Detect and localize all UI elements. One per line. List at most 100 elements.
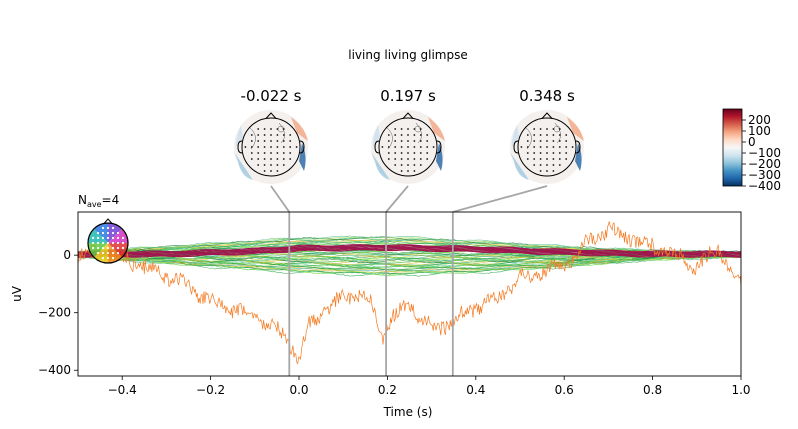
sensor-legend-dot bbox=[116, 241, 120, 245]
topomap-sensor bbox=[263, 146, 266, 148]
topomap-sensor bbox=[419, 158, 422, 160]
x-tick-label: 0.8 bbox=[643, 383, 662, 397]
band-trace bbox=[78, 244, 741, 253]
x-tick-label: −0.2 bbox=[196, 383, 225, 397]
sensor-legend-sector bbox=[108, 243, 128, 258]
sensor-legend-dot bbox=[96, 241, 100, 245]
sensor-legend-dot bbox=[101, 251, 105, 255]
topomap-sensor bbox=[565, 146, 568, 148]
sensor-legend-nose bbox=[103, 218, 113, 224]
sensor-legend-dot bbox=[101, 236, 105, 240]
highlight-channel-trace bbox=[78, 221, 741, 365]
channel-trace bbox=[78, 253, 741, 267]
sensor-legend-outline bbox=[87, 222, 129, 264]
colorbar-tick-label: −200 bbox=[748, 157, 781, 171]
x-tick-label: 0.2 bbox=[378, 383, 397, 397]
time-markers bbox=[288, 212, 454, 376]
topomap-sensor bbox=[250, 158, 253, 160]
topomap-sensor bbox=[276, 140, 279, 142]
sensor-legend-dot bbox=[111, 251, 115, 255]
topomap-sensor bbox=[387, 140, 390, 142]
topomap-sensor bbox=[526, 158, 529, 160]
topomap-sensor bbox=[394, 158, 397, 160]
topomap-sensor bbox=[263, 158, 266, 160]
topomap-sensor bbox=[289, 140, 292, 142]
topomap-sensor bbox=[282, 158, 285, 160]
sensor-legend-dot bbox=[111, 236, 115, 240]
topomap-sensor bbox=[407, 134, 409, 136]
topomap-sensor bbox=[407, 152, 409, 154]
topomap-sensor bbox=[419, 134, 422, 136]
topomap-sensor bbox=[282, 134, 285, 136]
topomap-sensor bbox=[263, 134, 266, 136]
topomap-sensor bbox=[526, 140, 529, 142]
sensor-legend-sector bbox=[93, 223, 108, 243]
x-axis: −0.4 −0.2 0.0 0.2 0.4 0.6 0.8 1.0 bbox=[108, 376, 751, 397]
sensor-legend-dot bbox=[96, 251, 100, 255]
sensor-legend-dot bbox=[101, 241, 105, 245]
topomap-sensor bbox=[558, 140, 561, 142]
sensor-legend-sector bbox=[108, 243, 123, 263]
sensor-legend-dot bbox=[106, 241, 110, 245]
topomap-time-label-1: -0.022 s bbox=[241, 87, 302, 105]
topomap-sensor bbox=[276, 164, 279, 166]
topomap-sensor bbox=[394, 134, 397, 136]
topomap-sensor bbox=[546, 152, 548, 154]
topomap-sensor bbox=[419, 152, 422, 154]
topomap-sensor bbox=[552, 152, 555, 154]
plot-frame bbox=[77, 211, 742, 377]
topomap-sensor bbox=[394, 140, 397, 142]
sensor-legend-dot bbox=[91, 246, 95, 250]
topomap-ear-right bbox=[575, 140, 581, 154]
topomap-sensor bbox=[394, 128, 397, 130]
topomap-sensor bbox=[552, 146, 555, 148]
sensor-legend-dot bbox=[101, 246, 105, 250]
topomap-sensor bbox=[533, 146, 536, 148]
topomap-sensor bbox=[526, 134, 529, 136]
topomap-sensor bbox=[546, 140, 548, 142]
channel-trace bbox=[78, 236, 741, 254]
topomap-sensor bbox=[552, 164, 555, 166]
sensor-legend-dot bbox=[91, 241, 95, 245]
topomap-connector-line bbox=[452, 185, 548, 213]
sensor-legend-dot bbox=[116, 246, 120, 250]
topomap-sensor bbox=[400, 128, 403, 130]
topomap-sensor bbox=[276, 128, 279, 130]
topomap-sensor bbox=[539, 164, 542, 166]
topomap-patch bbox=[235, 125, 243, 147]
x-axis-label: Time (s) bbox=[383, 405, 433, 419]
sensor-legend-dot bbox=[111, 226, 115, 230]
topomap-sensor bbox=[539, 152, 542, 154]
topomap-head-outline bbox=[517, 117, 577, 177]
topomap-sensor bbox=[413, 140, 416, 142]
topomap-sensor bbox=[270, 134, 272, 136]
topomap-sensor bbox=[413, 158, 416, 160]
topomap-sensor bbox=[289, 146, 292, 148]
topomap-sensor bbox=[400, 134, 403, 136]
topomap-sensor bbox=[539, 158, 542, 160]
topomap-patch bbox=[291, 117, 308, 141]
topomap-sensor bbox=[413, 128, 416, 130]
topomap-sensor bbox=[282, 140, 285, 142]
topomap-sensor bbox=[419, 128, 422, 130]
topomap-sensor bbox=[282, 164, 285, 166]
y-tick-label: 0 bbox=[63, 248, 71, 262]
colorbar-rect bbox=[722, 108, 743, 187]
topomap-sensor bbox=[270, 128, 272, 130]
topomap-sensor bbox=[257, 164, 260, 166]
topomap-sensor bbox=[419, 146, 422, 148]
topomap-sensor bbox=[413, 164, 416, 166]
topomap-sensor bbox=[387, 158, 390, 160]
topomap-sensor bbox=[282, 128, 285, 130]
topomap-sensor bbox=[539, 134, 542, 136]
sensor-legend-dot bbox=[121, 241, 125, 245]
topomap-sensor bbox=[257, 152, 260, 154]
topomap-patch bbox=[372, 125, 380, 147]
topomap-sensor bbox=[526, 152, 529, 154]
topomap-sensor bbox=[270, 158, 272, 160]
topomap-sensor bbox=[257, 140, 260, 142]
y-tick-label: −200 bbox=[38, 306, 71, 320]
topomap-ear-left bbox=[237, 140, 243, 154]
